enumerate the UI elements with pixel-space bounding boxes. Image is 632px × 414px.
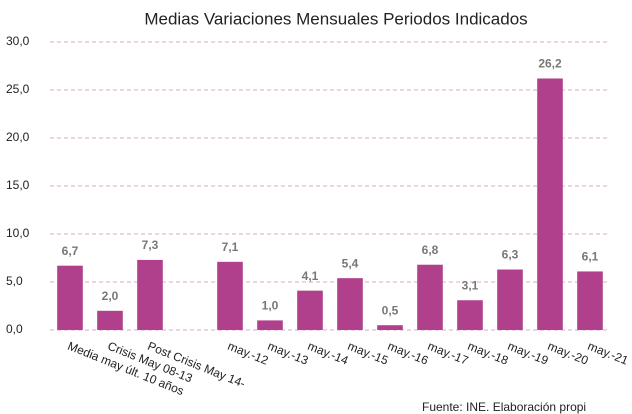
value-label: 4,1 [302, 269, 319, 283]
value-label: 6,1 [582, 250, 599, 264]
bar [297, 290, 323, 330]
value-label: 3,1 [462, 278, 479, 292]
bar [97, 310, 123, 330]
y-tick-label: 10,0 [6, 226, 30, 240]
x-tick-label: may.-17 [426, 339, 471, 368]
value-label: 5,4 [342, 256, 359, 270]
value-label: 1,0 [262, 299, 279, 313]
y-tick-label: 0,0 [6, 322, 23, 336]
x-tick-label: may.-13 [266, 339, 311, 368]
y-tick-label: 20,0 [6, 130, 30, 144]
x-tick-label: may.-18 [466, 339, 511, 368]
chart-title: Medias Variaciones Mensuales Periodos In… [144, 9, 527, 28]
source-note: Fuente: INE. Elaboración propi [422, 400, 586, 414]
value-label: 26,2 [538, 57, 562, 71]
bar [497, 269, 523, 330]
value-label: 7,1 [222, 240, 239, 254]
bar [577, 271, 603, 330]
x-tick-label: may.-19 [506, 339, 551, 368]
y-tick-label: 5,0 [6, 274, 23, 288]
bar [377, 325, 403, 330]
value-label: 6,7 [62, 244, 79, 258]
bar [217, 261, 243, 330]
value-label: 2,0 [102, 289, 119, 303]
x-tick-label: may.-21 [586, 339, 631, 368]
bar [337, 278, 363, 330]
y-tick-label: 30,0 [6, 34, 30, 48]
value-label: 6,3 [502, 248, 519, 262]
bar [537, 78, 563, 330]
y-tick-label: 25,0 [6, 82, 30, 96]
bar [57, 265, 83, 330]
bar [417, 264, 443, 330]
bar [257, 320, 283, 330]
value-label: 7,3 [142, 238, 159, 252]
x-tick-label: may.-20 [546, 339, 591, 368]
y-tick-label: 15,0 [6, 178, 30, 192]
x-tick-label: may.-12 [226, 339, 271, 368]
value-label: 6,8 [422, 243, 439, 257]
bar [457, 300, 483, 330]
value-label: 0,5 [382, 303, 399, 317]
x-tick-label: may.-16 [386, 339, 431, 368]
x-tick-label: may.-15 [346, 339, 391, 368]
bar [137, 259, 163, 330]
x-tick-label: may.-14 [306, 339, 351, 368]
